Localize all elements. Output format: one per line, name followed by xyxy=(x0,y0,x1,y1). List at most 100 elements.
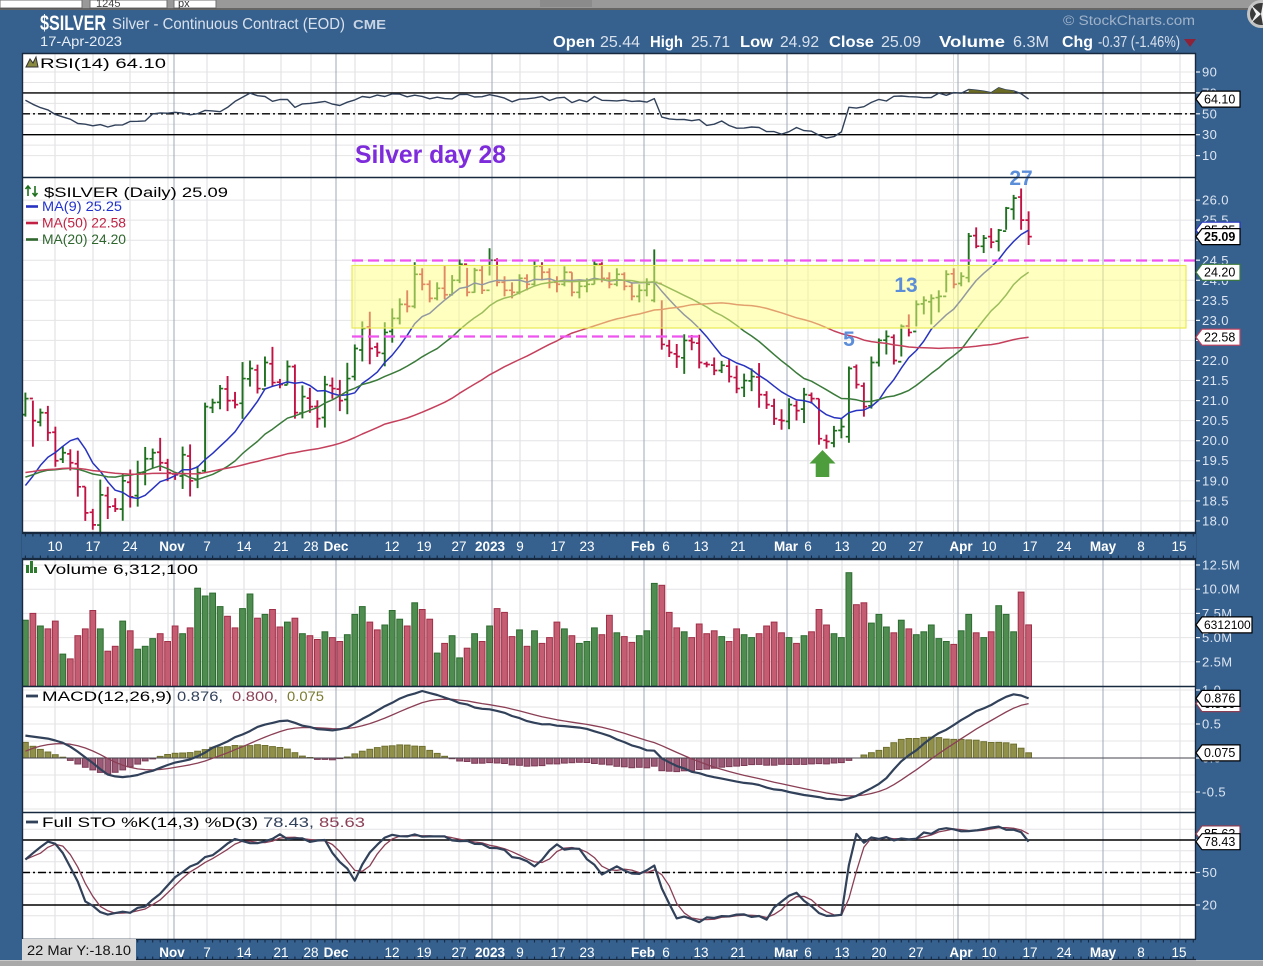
svg-text:RSI(14) 64.10: RSI(14) 64.10 xyxy=(40,56,166,71)
svg-text:High: High xyxy=(650,34,683,51)
svg-text:22.0: 22.0 xyxy=(1202,353,1229,368)
svg-text:19: 19 xyxy=(416,539,431,554)
svg-text:27: 27 xyxy=(908,945,923,960)
svg-text:18.0: 18.0 xyxy=(1202,513,1229,528)
svg-text:9: 9 xyxy=(516,539,524,554)
svg-text:24.20: 24.20 xyxy=(1204,266,1235,280)
svg-text:13: 13 xyxy=(693,945,708,960)
svg-text:24.92: 24.92 xyxy=(780,34,819,51)
svg-text:10: 10 xyxy=(47,539,62,554)
svg-text:10.0M: 10.0M xyxy=(1202,582,1240,597)
svg-text:5: 5 xyxy=(843,328,855,351)
svg-text:17: 17 xyxy=(550,945,565,960)
svg-text:-0.37 (-1.46%): -0.37 (-1.46%) xyxy=(1098,34,1180,51)
svg-text:10: 10 xyxy=(981,945,996,960)
svg-text:$SILVER: $SILVER xyxy=(40,12,106,35)
svg-text:CME: CME xyxy=(353,18,386,32)
svg-text:78.43: 78.43 xyxy=(1204,835,1235,849)
svg-text:90: 90 xyxy=(1202,65,1217,80)
svg-text:Apr: Apr xyxy=(949,539,973,554)
svg-text:Silver day 28: Silver day 28 xyxy=(355,141,506,169)
svg-text:26.0: 26.0 xyxy=(1202,193,1229,208)
svg-text:6: 6 xyxy=(804,539,812,554)
svg-text:23: 23 xyxy=(579,539,594,554)
svg-text:5.0M: 5.0M xyxy=(1202,630,1233,645)
svg-text:Nov: Nov xyxy=(159,945,185,960)
svg-text:Feb: Feb xyxy=(631,945,655,960)
svg-text:20: 20 xyxy=(1202,898,1217,913)
svg-text:50: 50 xyxy=(1202,106,1217,121)
svg-text:6.3M: 6.3M xyxy=(1013,34,1049,51)
svg-text:Open: Open xyxy=(553,34,595,51)
svg-text:25.71: 25.71 xyxy=(691,34,730,51)
svg-text:14: 14 xyxy=(236,945,252,960)
svg-text:18.5: 18.5 xyxy=(1202,493,1229,508)
svg-text:0.075: 0.075 xyxy=(287,689,324,704)
svg-text:85.63: 85.63 xyxy=(319,815,365,830)
svg-text:13: 13 xyxy=(834,539,849,554)
svg-text:Mar: Mar xyxy=(774,945,799,960)
svg-text:27: 27 xyxy=(451,945,466,960)
svg-text:19: 19 xyxy=(416,945,431,960)
svg-text:0.876: 0.876 xyxy=(1204,692,1235,706)
svg-text:17: 17 xyxy=(1022,539,1037,554)
svg-text:21: 21 xyxy=(730,945,745,960)
svg-text:0.800,: 0.800, xyxy=(232,689,278,704)
svg-text:17: 17 xyxy=(550,539,565,554)
svg-text:Dec: Dec xyxy=(324,539,349,554)
svg-text:© StockCharts.com: © StockCharts.com xyxy=(1063,13,1195,28)
svg-text:12: 12 xyxy=(384,539,399,554)
svg-text:27: 27 xyxy=(1009,167,1032,190)
svg-text:13: 13 xyxy=(834,945,849,960)
svg-text:6: 6 xyxy=(662,539,670,554)
svg-text:78.43,: 78.43, xyxy=(263,815,314,830)
svg-text:21: 21 xyxy=(273,539,288,554)
svg-text:Volume: Volume xyxy=(939,34,1005,51)
svg-text:0.876,: 0.876, xyxy=(177,689,223,704)
svg-text:30: 30 xyxy=(1202,127,1217,142)
svg-text:21: 21 xyxy=(730,539,745,554)
svg-text:10: 10 xyxy=(981,539,996,554)
svg-text:$SILVER (Daily) 25.09: $SILVER (Daily) 25.09 xyxy=(44,185,228,200)
svg-text:19.5: 19.5 xyxy=(1202,453,1229,468)
svg-text:May: May xyxy=(1090,539,1117,554)
svg-text:Low: Low xyxy=(740,34,774,51)
svg-text:0.5: 0.5 xyxy=(1202,717,1221,732)
svg-text:20: 20 xyxy=(871,539,886,554)
svg-text:Chg: Chg xyxy=(1062,34,1093,51)
svg-text:27: 27 xyxy=(451,539,466,554)
svg-text:Dec: Dec xyxy=(324,945,349,960)
svg-text:7: 7 xyxy=(203,539,211,554)
svg-text:27: 27 xyxy=(908,539,923,554)
svg-text:24: 24 xyxy=(1056,539,1072,554)
svg-text:21.5: 21.5 xyxy=(1202,373,1229,388)
svg-text:8: 8 xyxy=(1137,945,1145,960)
svg-text:19.0: 19.0 xyxy=(1202,473,1229,488)
svg-text:20.0: 20.0 xyxy=(1202,433,1229,448)
svg-text:20.5: 20.5 xyxy=(1202,413,1229,428)
svg-text:22 Mar Y:-18.10: 22 Mar Y:-18.10 xyxy=(27,943,131,958)
svg-text:Volume 6,312,100: Volume 6,312,100 xyxy=(44,562,198,577)
svg-text:10: 10 xyxy=(1202,148,1217,163)
svg-text:13: 13 xyxy=(894,274,917,297)
svg-text:2023: 2023 xyxy=(475,539,506,554)
svg-text:23: 23 xyxy=(579,945,594,960)
svg-text:Nov: Nov xyxy=(159,539,185,554)
svg-text:7: 7 xyxy=(203,945,211,960)
svg-text:25.44: 25.44 xyxy=(600,34,640,51)
svg-text:-0.5: -0.5 xyxy=(1202,785,1226,800)
svg-text:6: 6 xyxy=(662,945,670,960)
svg-text:px: px xyxy=(178,0,190,10)
svg-text:MACD(12,26,9): MACD(12,26,9) xyxy=(42,689,172,704)
svg-text:17-Apr-2023: 17-Apr-2023 xyxy=(40,33,122,49)
svg-text:25.09: 25.09 xyxy=(1204,230,1235,244)
svg-text:23.0: 23.0 xyxy=(1202,313,1229,328)
svg-text:25.09: 25.09 xyxy=(881,34,921,51)
svg-text:22.58: 22.58 xyxy=(1204,331,1235,345)
svg-text:1245: 1245 xyxy=(96,0,120,10)
svg-text:14: 14 xyxy=(236,539,252,554)
svg-text:28: 28 xyxy=(303,945,318,960)
svg-text:Feb: Feb xyxy=(631,539,655,554)
svg-text:MA(9) 25.25: MA(9) 25.25 xyxy=(42,199,122,214)
svg-text:17: 17 xyxy=(1022,945,1037,960)
